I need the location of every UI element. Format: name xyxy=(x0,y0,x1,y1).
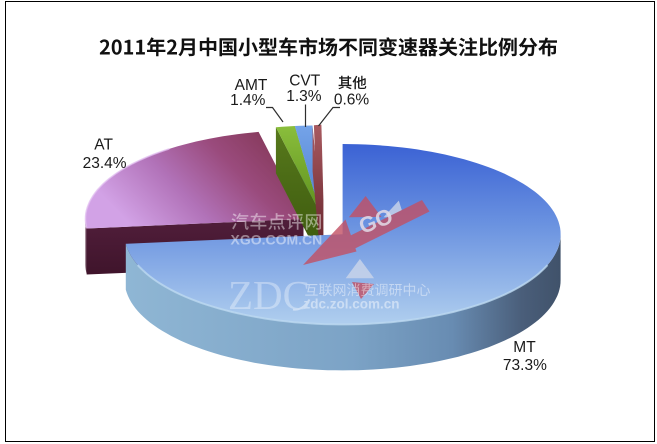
svg-text:23.4%: 23.4% xyxy=(83,155,127,172)
svg-text:1.3%: 1.3% xyxy=(286,88,322,105)
svg-text:AT: AT xyxy=(94,137,113,154)
svg-text:73.3%: 73.3% xyxy=(503,357,547,374)
svg-text:0.6%: 0.6% xyxy=(334,91,370,108)
svg-text:MT: MT xyxy=(513,339,536,356)
svg-text:AMT: AMT xyxy=(235,77,268,94)
svg-text:CVT: CVT xyxy=(289,73,321,90)
svg-text:ZDC: ZDC xyxy=(228,272,310,318)
svg-text:1.4%: 1.4% xyxy=(230,92,266,109)
svg-text:zdc.zol.com.cn: zdc.zol.com.cn xyxy=(304,296,400,311)
svg-text:XGO.COM.CN: XGO.COM.CN xyxy=(231,232,323,248)
